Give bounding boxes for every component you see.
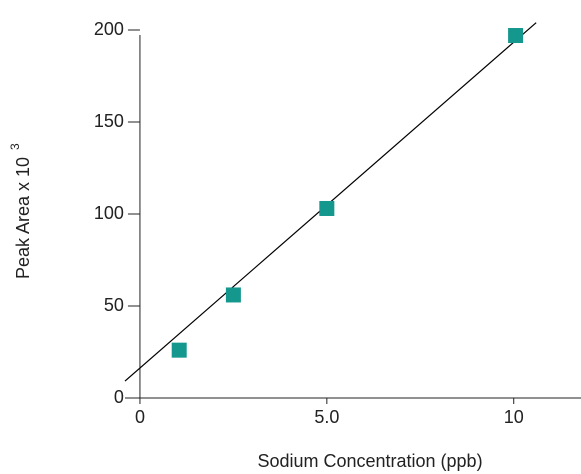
x-tick-label: 5.0 xyxy=(314,407,339,427)
data-point xyxy=(319,200,335,216)
x-axis-label: Sodium Concentration (ppb) xyxy=(257,451,482,471)
data-point xyxy=(225,287,241,303)
data-point xyxy=(508,28,524,44)
y-axis-label-group: Peak Area x 10 3 xyxy=(8,143,33,279)
y-tick-label: 0 xyxy=(114,387,124,407)
x-tick-label: 0 xyxy=(135,407,145,427)
data-point xyxy=(171,342,187,358)
y-axis-label-exponent: 3 xyxy=(8,143,22,150)
y-tick-label: 200 xyxy=(94,19,124,39)
x-tick-label: 10 xyxy=(504,407,524,427)
y-tick-label: 100 xyxy=(94,203,124,223)
y-tick-label: 150 xyxy=(94,111,124,131)
y-tick-label: 50 xyxy=(104,295,124,315)
y-axis-label: Peak Area x 10 xyxy=(13,157,33,279)
